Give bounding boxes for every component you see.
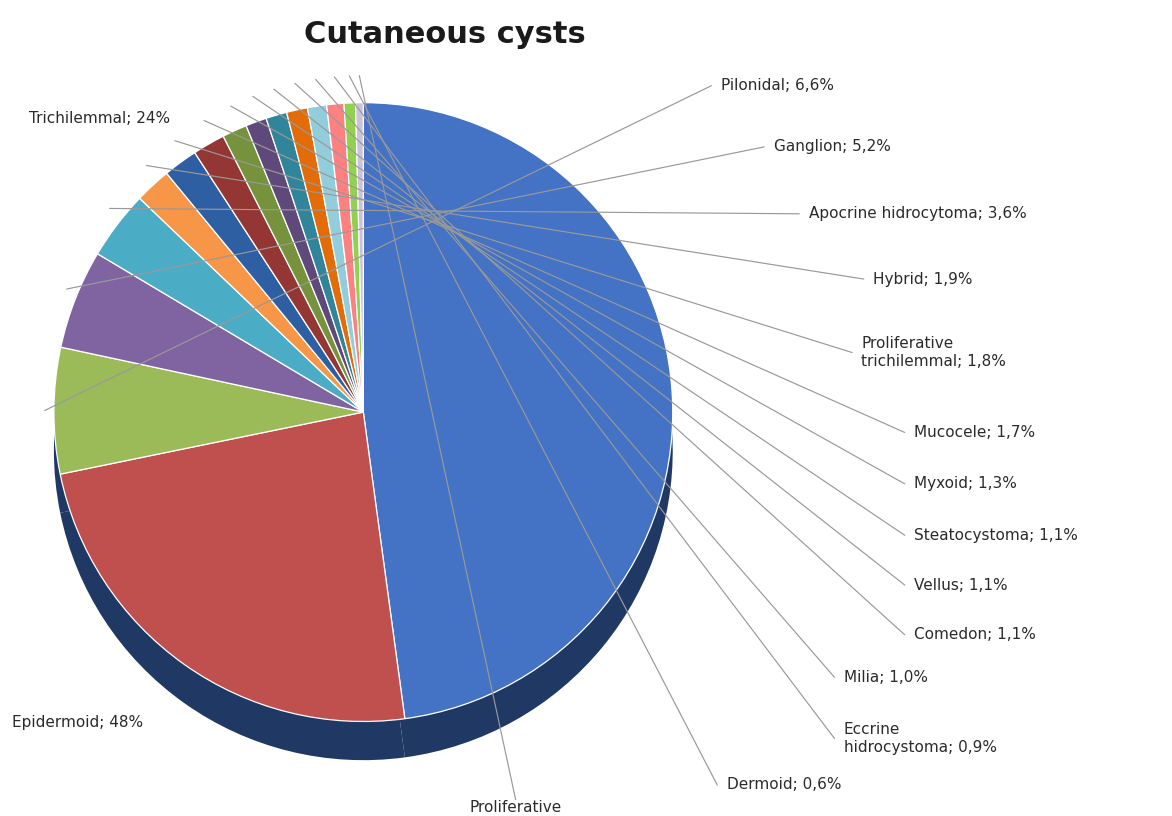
Wedge shape (363, 141, 673, 757)
Wedge shape (355, 141, 363, 450)
Wedge shape (97, 237, 363, 450)
Text: Epidermoid; 48%: Epidermoid; 48% (12, 715, 143, 730)
Wedge shape (327, 142, 363, 450)
Wedge shape (266, 151, 363, 450)
Text: Myxoid; 1,3%: Myxoid; 1,3% (914, 477, 1017, 491)
Text: Steatocystoma; 1,1%: Steatocystoma; 1,1% (914, 528, 1078, 543)
Wedge shape (307, 105, 363, 412)
Wedge shape (61, 254, 363, 412)
Wedge shape (139, 173, 363, 412)
Text: Mucocele; 1,7%: Mucocele; 1,7% (914, 425, 1035, 440)
Wedge shape (343, 103, 363, 412)
Wedge shape (343, 141, 363, 450)
Text: Eccrine
hidrocystoma; 0,9%: Eccrine hidrocystoma; 0,9% (844, 722, 997, 755)
Wedge shape (54, 386, 363, 512)
Wedge shape (61, 292, 363, 450)
Text: Apocrine hidrocytoma; 3,6%: Apocrine hidrocytoma; 3,6% (809, 206, 1027, 221)
Wedge shape (139, 212, 363, 450)
Text: Trichilemmal; 24%: Trichilemmal; 24% (29, 111, 170, 126)
Wedge shape (166, 153, 363, 412)
Wedge shape (246, 118, 363, 412)
Text: Milia; 1,0%: Milia; 1,0% (844, 670, 928, 685)
Wedge shape (327, 104, 363, 412)
Wedge shape (355, 103, 363, 412)
Text: Vellus; 1,1%: Vellus; 1,1% (914, 578, 1008, 592)
Text: Ganglion; 5,2%: Ganglion; 5,2% (774, 140, 891, 154)
Wedge shape (223, 164, 363, 450)
Text: Proliferative
epidermal; 0,4%: Proliferative epidermal; 0,4% (452, 800, 579, 816)
Wedge shape (195, 136, 363, 412)
Wedge shape (223, 126, 363, 412)
Wedge shape (54, 347, 363, 474)
Wedge shape (287, 108, 363, 412)
Wedge shape (307, 144, 363, 450)
Wedge shape (195, 175, 363, 450)
Text: Proliferative
trichilemmal; 1,8%: Proliferative trichilemmal; 1,8% (861, 336, 1007, 369)
Wedge shape (246, 157, 363, 450)
Wedge shape (166, 191, 363, 450)
Wedge shape (60, 450, 404, 761)
Text: Hybrid; 1,9%: Hybrid; 1,9% (873, 272, 973, 286)
Text: Pilonidal; 6,6%: Pilonidal; 6,6% (721, 78, 833, 93)
Text: Cutaneous cysts: Cutaneous cysts (305, 20, 586, 50)
Wedge shape (266, 113, 363, 412)
Text: Dermoid; 0,6%: Dermoid; 0,6% (727, 778, 841, 792)
Wedge shape (97, 198, 363, 412)
Text: Comedon; 1,1%: Comedon; 1,1% (914, 628, 1036, 642)
Wedge shape (363, 103, 673, 719)
Wedge shape (287, 146, 363, 450)
Wedge shape (60, 412, 404, 721)
